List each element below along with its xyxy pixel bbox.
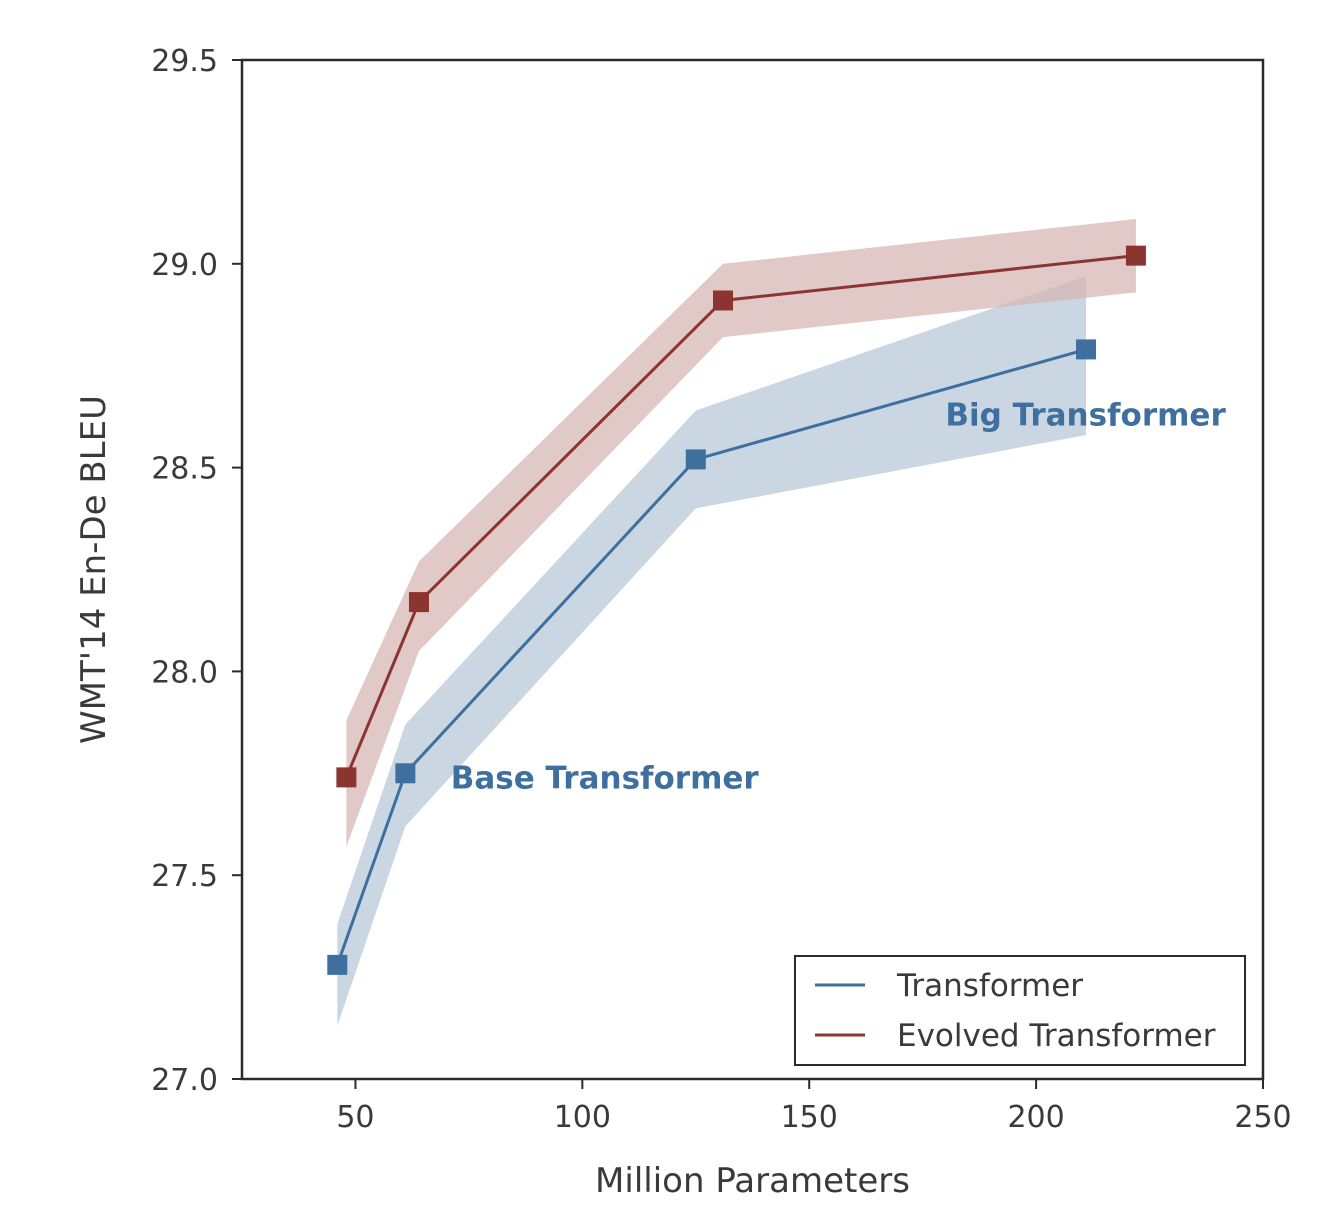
y-tick-label: 28.0 <box>151 655 218 690</box>
y-tick-label: 29.0 <box>151 248 218 283</box>
evolved-transformer-point <box>713 290 734 311</box>
legend: Transformer Evolved Transformer <box>794 955 1246 1066</box>
x-tick-label: 100 <box>554 1100 611 1135</box>
confidence-bands <box>337 218 1136 1027</box>
y-axis-label: WMT'14 En-De BLEU <box>74 395 114 744</box>
evolved-transformer-point <box>1125 245 1146 266</box>
x-tick-label: 150 <box>781 1100 838 1135</box>
transformer-point <box>1076 339 1097 360</box>
y-tick-label: 27.5 <box>151 859 218 894</box>
evolved-transformer-line <box>344 254 1137 778</box>
transformer-point <box>395 763 416 784</box>
legend-label-evolved-transformer: Evolved Transformer <box>897 1018 1216 1054</box>
transformer-point <box>685 449 706 470</box>
series-lines <box>335 254 1137 966</box>
x-tick-label: 250 <box>1234 1100 1291 1135</box>
y-axis-ticks: 27.0 27.5 28.0 28.5 29.0 29.5 <box>151 44 242 1098</box>
plot-frame <box>240 58 1265 1081</box>
x-axis-ticks: 50 100 150 200 250 <box>336 1079 1292 1135</box>
y-tick-label: 29.5 <box>151 44 218 79</box>
legend-label-transformer: Transformer <box>896 968 1083 1004</box>
evolved-transformer-point <box>336 767 357 788</box>
transformer-band <box>337 276 1087 1027</box>
x-axis-label: Million Parameters <box>595 1161 910 1201</box>
annotations: Base Transformer Big Transformer <box>451 398 1227 797</box>
transformer-point <box>327 954 348 975</box>
y-tick-label: 28.5 <box>151 452 218 487</box>
transformer-line <box>335 347 1087 966</box>
x-tick-label: 50 <box>336 1100 374 1135</box>
legend-box <box>794 955 1246 1066</box>
series-markers <box>327 245 1146 975</box>
y-tick-label: 27.0 <box>151 1063 218 1098</box>
x-tick-label: 200 <box>1007 1100 1064 1135</box>
annotation-big-transformer: Big Transformer <box>945 398 1226 434</box>
evolved-transformer-band <box>346 218 1136 847</box>
evolved-transformer-point <box>408 592 429 613</box>
annotation-base-transformer: Base Transformer <box>451 760 760 796</box>
